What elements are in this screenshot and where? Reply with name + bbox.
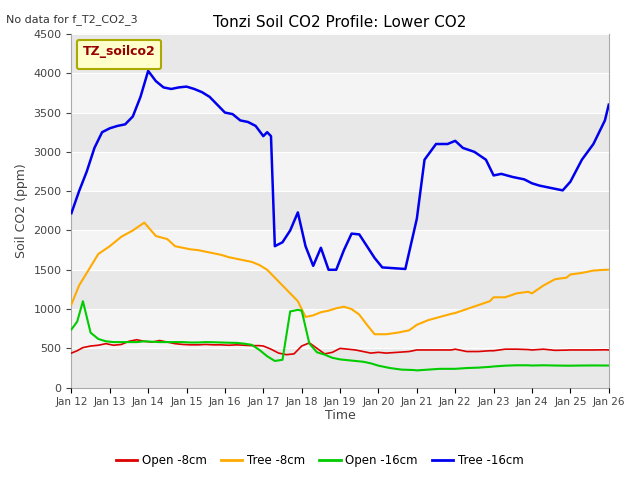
X-axis label: Time: Time bbox=[324, 409, 355, 422]
Y-axis label: Soil CO2 (ppm): Soil CO2 (ppm) bbox=[15, 164, 28, 258]
Legend: Open -8cm, Tree -8cm, Open -16cm, Tree -16cm: Open -8cm, Tree -8cm, Open -16cm, Tree -… bbox=[111, 449, 529, 472]
Bar bbox=[72, 34, 609, 73]
Legend:  bbox=[77, 39, 161, 69]
Bar bbox=[72, 348, 609, 388]
Bar bbox=[72, 270, 609, 309]
Bar bbox=[72, 73, 609, 112]
Title: Tonzi Soil CO2 Profile: Lower CO2: Tonzi Soil CO2 Profile: Lower CO2 bbox=[213, 15, 467, 30]
Text: No data for f_T2_CO2_3: No data for f_T2_CO2_3 bbox=[6, 14, 138, 25]
Bar bbox=[72, 112, 609, 152]
Bar bbox=[72, 309, 609, 348]
Bar bbox=[72, 191, 609, 230]
Bar bbox=[72, 230, 609, 270]
Bar bbox=[72, 152, 609, 191]
